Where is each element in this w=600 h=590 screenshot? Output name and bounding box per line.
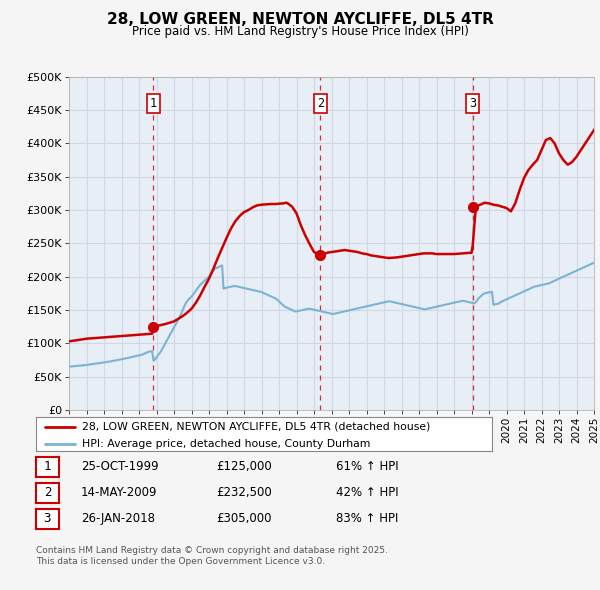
Text: 28, LOW GREEN, NEWTON AYCLIFFE, DL5 4TR (detached house): 28, LOW GREEN, NEWTON AYCLIFFE, DL5 4TR … <box>82 422 430 432</box>
Text: 1: 1 <box>44 460 51 473</box>
Text: £305,000: £305,000 <box>216 512 271 525</box>
Text: 61% ↑ HPI: 61% ↑ HPI <box>336 460 398 473</box>
Text: Price paid vs. HM Land Registry's House Price Index (HPI): Price paid vs. HM Land Registry's House … <box>131 25 469 38</box>
Text: 25-OCT-1999: 25-OCT-1999 <box>81 460 158 473</box>
Text: £125,000: £125,000 <box>216 460 272 473</box>
Text: 26-JAN-2018: 26-JAN-2018 <box>81 512 155 525</box>
Text: 1: 1 <box>150 97 157 110</box>
Text: HPI: Average price, detached house, County Durham: HPI: Average price, detached house, Coun… <box>82 439 370 449</box>
Text: 42% ↑ HPI: 42% ↑ HPI <box>336 486 398 499</box>
Text: This data is licensed under the Open Government Licence v3.0.: This data is licensed under the Open Gov… <box>36 558 325 566</box>
Text: Contains HM Land Registry data © Crown copyright and database right 2025.: Contains HM Land Registry data © Crown c… <box>36 546 388 555</box>
Text: £232,500: £232,500 <box>216 486 272 499</box>
Text: 3: 3 <box>469 97 476 110</box>
Text: 14-MAY-2009: 14-MAY-2009 <box>81 486 157 499</box>
Text: 3: 3 <box>44 512 51 525</box>
Text: 2: 2 <box>317 97 324 110</box>
Text: 83% ↑ HPI: 83% ↑ HPI <box>336 512 398 525</box>
Text: 28, LOW GREEN, NEWTON AYCLIFFE, DL5 4TR: 28, LOW GREEN, NEWTON AYCLIFFE, DL5 4TR <box>107 12 493 27</box>
Text: 2: 2 <box>44 486 51 499</box>
